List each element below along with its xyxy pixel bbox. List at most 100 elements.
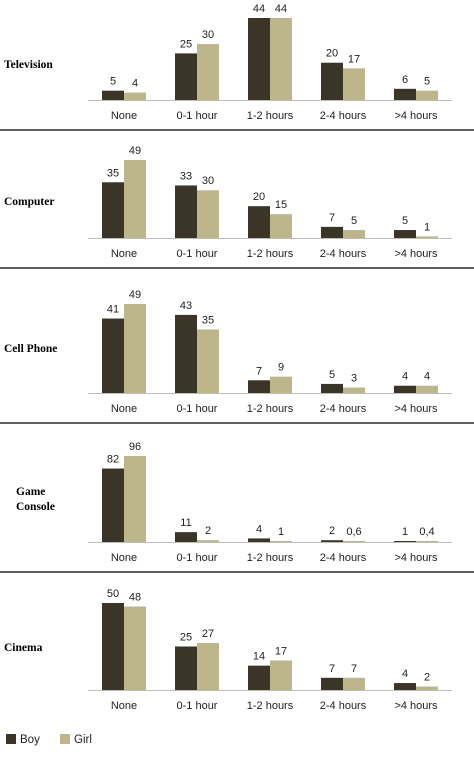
bar-boy <box>102 318 124 393</box>
legend-swatch <box>6 734 16 744</box>
bar-boy <box>248 665 270 690</box>
bar-girl <box>270 541 292 542</box>
data-label-boy: 7 <box>256 365 262 377</box>
data-label-girl: 17 <box>348 53 360 65</box>
bar-boy <box>175 646 197 690</box>
bar-girl <box>124 304 146 393</box>
category-tick-label: 2-4 hours <box>320 700 367 712</box>
data-label-boy: 20 <box>253 191 265 203</box>
bar-girl <box>270 214 292 238</box>
data-label-girl: 5 <box>424 76 430 88</box>
bar-boy <box>394 385 416 393</box>
data-label-girl: 4 <box>132 78 138 90</box>
bar-boy <box>102 182 124 238</box>
data-label-girl: 35 <box>202 314 214 326</box>
bar-girl <box>197 329 219 393</box>
category-tick-label: 1-2 hours <box>247 403 294 415</box>
bar-boy <box>394 230 416 238</box>
category-tick-label: 2-4 hours <box>320 110 367 122</box>
data-label-boy: 5 <box>110 76 116 88</box>
data-label-boy: 4 <box>402 371 408 383</box>
category-tick-label: 1-2 hours <box>247 700 294 712</box>
bar-boy <box>321 383 343 393</box>
bar-girl <box>197 44 219 100</box>
data-label-boy: 44 <box>253 3 265 15</box>
data-label-boy: 4 <box>402 668 408 680</box>
bar-girl <box>343 387 365 393</box>
category-tick-label: 1-2 hours <box>247 552 294 564</box>
category-tick-label: 0-1 hour <box>177 110 218 122</box>
bar-girl <box>124 92 146 100</box>
data-label-girl: 49 <box>129 289 141 301</box>
data-label-girl: 2 <box>424 672 430 684</box>
data-label-boy: 82 <box>107 454 119 466</box>
legend-label: Girl <box>74 734 92 746</box>
data-label-girl: 48 <box>129 591 141 603</box>
data-label-boy: 20 <box>326 48 338 60</box>
data-label-girl: 7 <box>351 663 357 675</box>
data-label-girl: 44 <box>275 3 287 15</box>
data-label-boy: 4 <box>256 523 262 535</box>
bar-girl <box>416 236 438 238</box>
data-label-girl: 5 <box>351 215 357 227</box>
bar-girl <box>343 677 365 690</box>
panel-label: Computer <box>4 196 54 208</box>
bar-girl <box>343 68 365 100</box>
bar-boy <box>175 314 197 393</box>
category-tick-label: >4 hours <box>394 700 438 712</box>
data-label-boy: 1 <box>402 526 408 538</box>
bar-girl <box>343 541 365 542</box>
data-label-boy: 33 <box>180 170 192 182</box>
bar-girl <box>124 160 146 238</box>
bar-boy <box>321 62 343 100</box>
bar-girl <box>124 606 146 690</box>
data-label-girl: 30 <box>202 175 214 187</box>
category-tick-label: 0-1 hour <box>177 248 218 260</box>
bar-boy <box>102 603 124 690</box>
category-tick-label: None <box>111 552 137 564</box>
category-tick-label: None <box>111 248 137 260</box>
data-label-girl: 27 <box>202 628 214 640</box>
bar-boy <box>102 90 124 100</box>
bar-boy <box>175 532 197 542</box>
category-tick-label: 1-2 hours <box>247 110 294 122</box>
bar-boy <box>394 683 416 690</box>
data-label-boy: 14 <box>253 651 265 663</box>
bar-boy <box>175 185 197 238</box>
bar-girl <box>343 230 365 238</box>
data-label-boy: 25 <box>180 38 192 50</box>
bar-girl <box>270 660 292 690</box>
bar-boy <box>394 88 416 100</box>
data-label-boy: 7 <box>329 663 335 675</box>
category-tick-label: None <box>111 403 137 415</box>
bar-boy <box>102 468 124 542</box>
bar-girl <box>197 190 219 238</box>
category-tick-label: 2-4 hours <box>320 552 367 564</box>
data-label-girl: 0,4 <box>419 526 434 538</box>
legend-swatch <box>60 734 70 744</box>
bar-girl <box>197 643 219 690</box>
bar-girl <box>124 456 146 542</box>
bar-girl <box>416 90 438 100</box>
bar-boy <box>394 541 416 542</box>
data-label-boy: 50 <box>107 588 119 600</box>
data-label-girl: 2 <box>205 525 211 537</box>
category-tick-label: >4 hours <box>394 248 438 260</box>
bar-boy <box>175 53 197 100</box>
bar-boy <box>321 677 343 690</box>
bar-boy <box>321 226 343 238</box>
category-tick-label: 2-4 hours <box>320 248 367 260</box>
bar-girl <box>270 376 292 393</box>
data-label-girl: 30 <box>202 29 214 41</box>
category-tick-label: 2-4 hours <box>320 403 367 415</box>
panel-label: Cell Phone <box>4 343 57 355</box>
bar-boy <box>321 540 343 542</box>
data-label-boy: 6 <box>402 74 408 86</box>
data-label-boy: 5 <box>329 369 335 381</box>
category-tick-label: None <box>111 700 137 712</box>
data-label-boy: 7 <box>329 212 335 224</box>
data-label-boy: 11 <box>180 517 191 529</box>
data-label-boy: 41 <box>107 304 119 316</box>
data-label-girl: 3 <box>351 373 357 385</box>
